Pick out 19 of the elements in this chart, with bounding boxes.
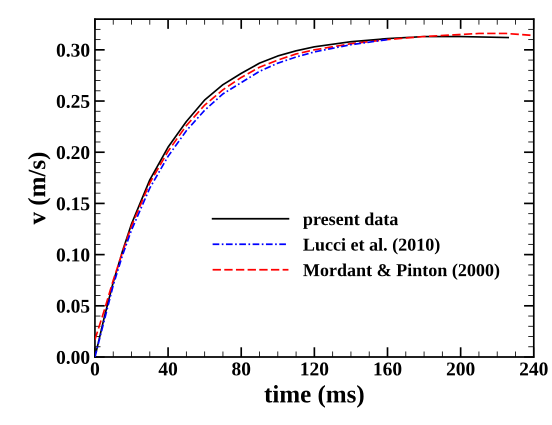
legend-label: Mordant & Pinton (2000) [303,264,500,280]
legend-label: Lucci et al. (2010) [303,238,440,254]
x-tick-label: 40 [158,362,178,376]
y-axis-title: v (m/s) [28,152,50,225]
y-tick-label: 0.05 [56,300,90,313]
x-tick-label: 0 [90,362,100,376]
x-tick-label: 240 [520,362,548,376]
y-tick-label: 0.30 [56,44,90,57]
y-tick-label: 0.00 [56,350,90,364]
x-tick-label: 200 [446,362,474,376]
y-tick-label: 0.10 [56,248,90,262]
x-tick-label: 120 [301,362,328,376]
y-tick-label: 0.25 [56,94,90,108]
y-tick-label: 0.20 [56,146,90,160]
x-tick-label: 160 [374,362,402,376]
x-axis-title: time (ms) [264,385,364,408]
x-tick-label: 80 [232,362,250,376]
y-tick-label: 0.15 [56,197,90,210]
legend-label: present data [303,212,398,229]
